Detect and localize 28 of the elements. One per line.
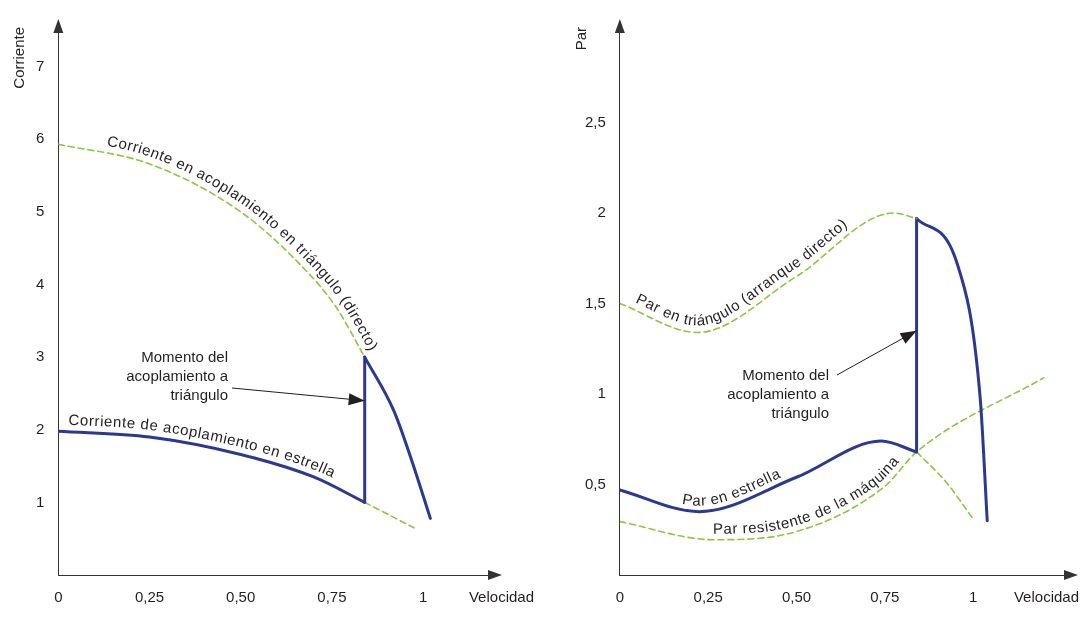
y-axis-title: Corriente	[10, 26, 28, 89]
x-tick-label: 0,25	[693, 588, 723, 606]
y-tick-label: 7	[36, 56, 45, 74]
y-tick-label: 2,5	[584, 112, 606, 130]
x-axis-title: Velocidad	[1013, 587, 1079, 605]
y-tick-label: 1	[36, 492, 45, 510]
x-tick-label: 0	[615, 588, 625, 606]
x-tick-label: 0,75	[317, 588, 347, 606]
x-tick-label: 0,75	[870, 588, 900, 606]
y-tick-label: 1	[597, 384, 606, 402]
x-tick-label: 1	[968, 588, 978, 606]
y-axis-title: Par	[571, 27, 589, 51]
annotation: Momento del acoplamiento a triángulo	[727, 365, 830, 421]
y-tick-label: 4	[36, 274, 45, 292]
y-tick-label: 3	[36, 347, 45, 365]
x-tick-label: 0,50	[781, 588, 812, 606]
annotation: Momento del acoplamiento a triángulo	[126, 347, 229, 403]
y-tick-label: 0,5	[584, 474, 606, 492]
x-tick-label: 0	[54, 588, 63, 606]
x-tick-label: 0,25	[134, 588, 165, 606]
x-tick-label: 1	[418, 588, 428, 606]
y-tick-label: 5	[36, 201, 45, 219]
x-axis-title: Velocidad	[468, 587, 534, 605]
y-tick-label: 1,5	[584, 293, 606, 311]
x-tick-label: 0,50	[226, 588, 256, 606]
y-tick-label: 6	[36, 129, 45, 147]
y-tick-label: 2	[597, 203, 606, 221]
y-tick-label: 2	[36, 419, 45, 437]
